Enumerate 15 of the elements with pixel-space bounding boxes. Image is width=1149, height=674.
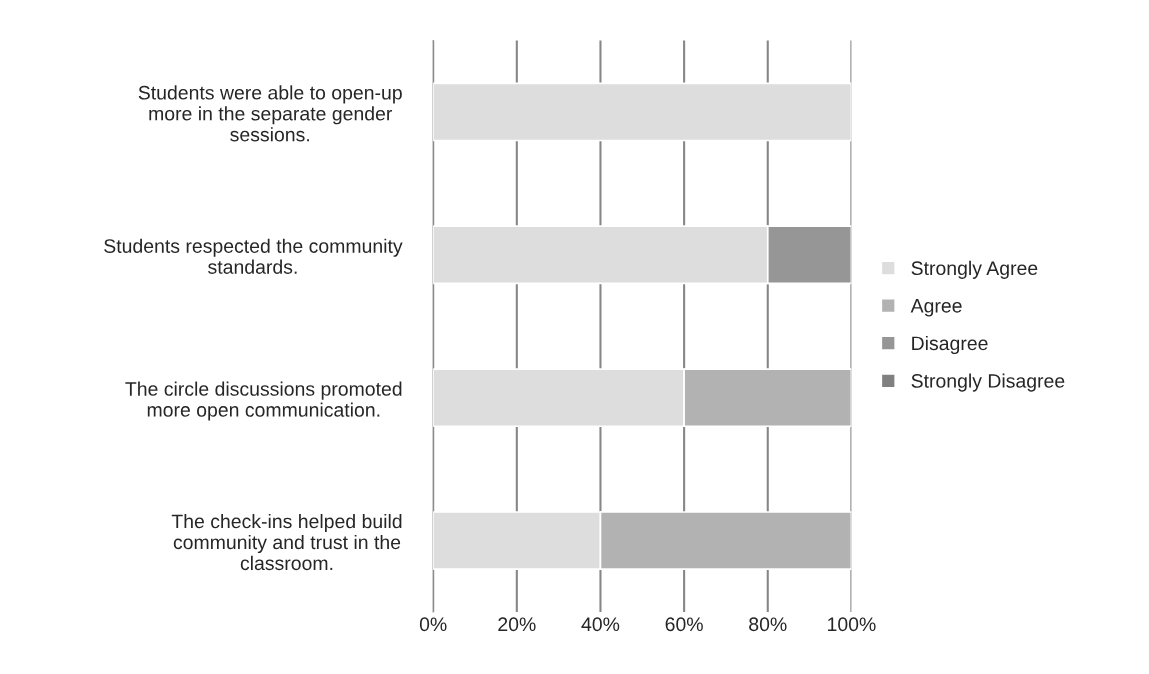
x-tick-label: 100%: [828, 617, 876, 632]
legend-label: Strongly Disagree: [911, 373, 1065, 392]
y-tick-label: The check-ins helped build community and trust in the classroom.: [171, 513, 402, 571]
y-tick-label: The circle discussions promoted more open communication.: [125, 381, 402, 421]
x-tick-label: 40%: [581, 617, 620, 632]
y-tick-label: Students respected the community standards.: [104, 238, 403, 274]
y-tick-label: Students were able to open-up more in the separate gender sessions.: [138, 85, 402, 142]
x-tick-label: 0%: [419, 617, 447, 632]
x-tick-label: 80%: [749, 617, 787, 632]
legend-label: Strongly Agree: [911, 260, 1038, 279]
legend-label: Agree: [910, 299, 962, 317]
x-tick-label: 20%: [498, 617, 536, 632]
legend-label: Disagree: [912, 335, 988, 355]
bar: [433, 82, 852, 142]
x-tick-label: 60%: [665, 617, 703, 632]
